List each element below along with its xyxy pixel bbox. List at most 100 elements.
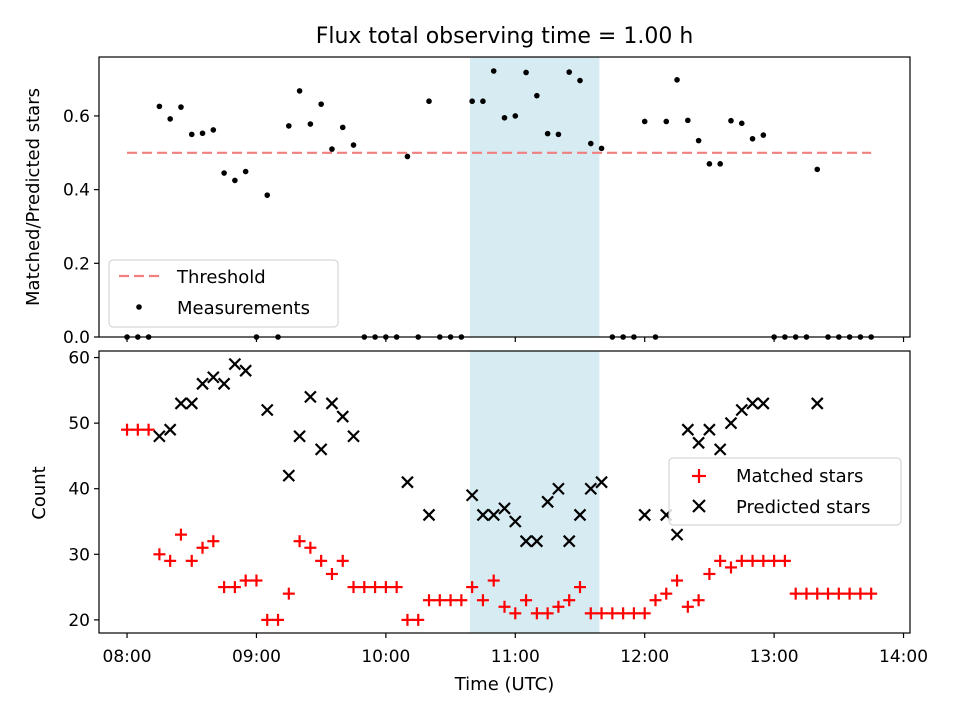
matched-star-point — [174, 528, 187, 541]
y-tick-label: 60 — [68, 349, 90, 369]
predicted-star-point — [757, 397, 770, 410]
legend-measurements-label: Measurements — [177, 298, 310, 319]
matched-star-point — [563, 594, 576, 607]
matched-star-point — [164, 554, 177, 567]
measurement-point — [178, 104, 184, 110]
measurement-point — [814, 166, 821, 173]
x-tick-label: 12:00 — [620, 647, 669, 667]
measurement-point — [307, 121, 314, 127]
predicted-star-point — [325, 397, 339, 410]
measurement-point — [188, 131, 195, 138]
y-tick-label: 0.4 — [63, 181, 90, 201]
matched-star-point — [121, 423, 134, 436]
matched-star-point — [207, 535, 220, 548]
predicted-star-point — [401, 475, 414, 489]
measurement-point — [695, 137, 702, 144]
matched-star-point — [261, 613, 274, 626]
predicted-star-point — [498, 502, 511, 515]
matched-star-point — [282, 587, 295, 600]
matched-star-point — [487, 574, 500, 587]
matched-star-point — [789, 587, 802, 600]
measurement-point — [749, 135, 756, 142]
matched-star-point — [379, 581, 392, 594]
matched-star-point — [131, 423, 144, 436]
measurement-point — [587, 140, 594, 147]
matched-star-point — [185, 554, 198, 567]
matched-star-point — [325, 567, 338, 580]
matched-star-point — [476, 594, 489, 607]
measurement-point — [480, 98, 486, 105]
matched-star-point — [423, 594, 436, 607]
predicted-star-point — [584, 482, 598, 495]
measurement-point — [760, 132, 767, 138]
matched-star-point — [843, 587, 856, 600]
measurement-point — [426, 98, 432, 105]
measurement-point — [717, 161, 723, 167]
measurement-point — [350, 142, 357, 148]
measurement-point — [674, 77, 680, 83]
top-axes-frame — [98, 56, 911, 338]
predicted-star-point — [713, 443, 727, 456]
x-tick-label: 10:00 — [361, 647, 410, 667]
measurement-point — [728, 117, 734, 124]
top-legend: Threshold Measurements — [108, 259, 339, 328]
bottom-x-axis-label: Time (UTC) — [454, 674, 555, 695]
x-tick-label: 13:00 — [750, 647, 799, 667]
matched-star-point — [573, 581, 586, 594]
predicted-star-point — [217, 377, 231, 391]
matched-star-point — [660, 587, 673, 600]
y-tick-label: 0.2 — [63, 254, 90, 274]
predicted-star-point — [207, 370, 220, 384]
measurement-point — [199, 130, 206, 137]
predicted-star-point — [304, 390, 317, 404]
matched-star-point — [272, 613, 285, 626]
predicted-star-point — [163, 423, 177, 436]
matched-star-point — [778, 554, 791, 567]
measurement-point — [210, 127, 217, 133]
measurement-point — [167, 116, 173, 122]
matched-star-point — [228, 581, 241, 594]
matched-star-point — [530, 607, 543, 620]
predicted-star-point — [692, 436, 705, 450]
measurement-point — [501, 114, 508, 121]
measurement-point — [523, 69, 529, 76]
measurement-point — [490, 68, 497, 74]
y-tick-label: 40 — [68, 480, 90, 500]
predicted-star-point — [347, 429, 360, 443]
predicted-star-point — [314, 443, 328, 456]
measurement-point — [685, 117, 691, 124]
matched-star-point — [757, 554, 770, 567]
y-tick-label: 0.6 — [63, 107, 90, 127]
predicted-star-point — [810, 397, 824, 410]
top-y-axis-label: Matched/Predicted stars — [23, 88, 44, 306]
matched-star-point — [466, 581, 479, 594]
matched-star-point — [336, 554, 349, 567]
matched-star-point — [671, 574, 684, 587]
predicted-star-point — [260, 403, 274, 417]
x-tick-label: 08:00 — [103, 647, 152, 667]
predicted-star-point — [735, 403, 749, 417]
matched-star-point — [832, 587, 845, 600]
matched-star-point — [196, 541, 209, 554]
measurement-point — [264, 192, 271, 198]
predicted-star-point — [153, 429, 166, 443]
measurement-points — [124, 68, 874, 340]
matched-star-point — [627, 607, 640, 620]
predicted-star-point — [465, 489, 479, 502]
predicted-star-point — [703, 423, 716, 436]
top-panel: 0.0 0.2 0.4 0.6 Flux total observing time =… — [23, 24, 911, 348]
x-tick-label: 14:00 — [879, 647, 928, 667]
predicted-star-point — [530, 534, 544, 548]
y-tick-label: 30 — [68, 545, 90, 565]
predicted-star-point — [670, 528, 684, 541]
matched-star-point — [412, 613, 425, 626]
predicted-star-point — [239, 364, 252, 377]
matched-star-point — [444, 594, 457, 607]
legend-predicted-swatch — [692, 499, 706, 513]
matched-star-point — [800, 587, 813, 600]
predicted-star-point — [196, 377, 209, 391]
matched-star-point — [692, 594, 705, 607]
matched-star-point — [865, 587, 878, 600]
predicted-star-point — [293, 429, 306, 443]
legend-predicted-label: Predicted stars — [736, 497, 870, 518]
